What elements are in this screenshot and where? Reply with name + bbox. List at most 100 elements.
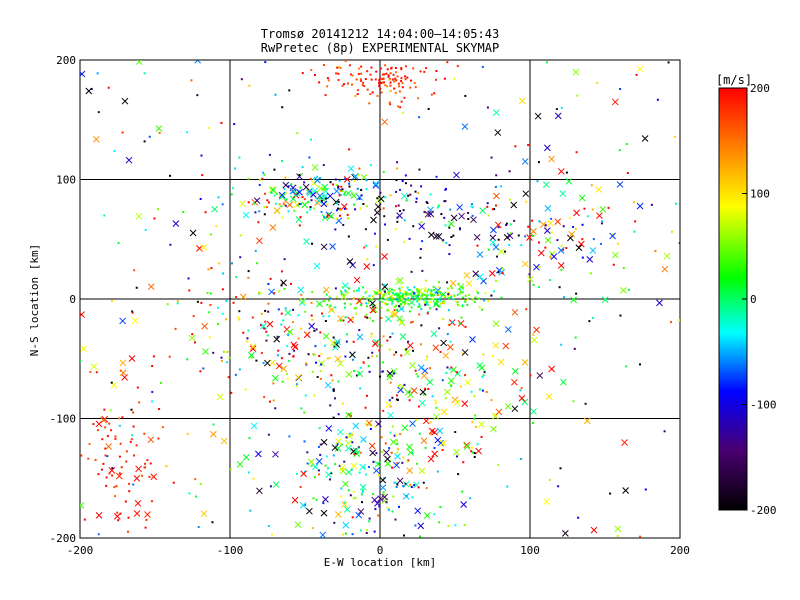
data-point-cross [522, 190, 530, 198]
data-point-dot [438, 286, 441, 289]
data-point-cross [465, 280, 473, 287]
data-point-cross [385, 401, 393, 408]
data-point-dot [334, 228, 337, 231]
data-point-cross [406, 467, 414, 474]
data-point-cross [150, 473, 158, 481]
data-point-dot [337, 380, 340, 383]
data-point-cross [521, 358, 529, 366]
data-point-dot [447, 291, 450, 294]
data-point-dot [360, 72, 363, 75]
data-point-dot [363, 246, 366, 249]
data-point-cross [278, 191, 286, 199]
data-point-dot [375, 355, 378, 358]
data-point-cross [414, 507, 422, 515]
data-point-dot [399, 433, 402, 436]
data-point-dot [429, 307, 432, 310]
data-point-dot [200, 301, 203, 304]
data-point-dot [456, 301, 459, 304]
data-point-dot [439, 299, 442, 302]
data-point-dot [230, 193, 233, 196]
data-point-dot [277, 349, 280, 352]
data-point-dot [532, 284, 535, 287]
chart-subtitle: RwPretec (8p) EXPERIMENTAL SKYMAP [261, 41, 499, 55]
data-point-dot [393, 309, 396, 312]
data-point-dot [463, 523, 466, 526]
data-point-cross [335, 437, 342, 445]
data-point-dot [420, 343, 423, 346]
data-point-dot [270, 192, 273, 195]
data-point-dot [458, 322, 461, 325]
data-point-dot [408, 237, 411, 240]
data-point-dot [433, 513, 436, 516]
data-point-dot [405, 348, 408, 351]
data-point-dot [372, 493, 375, 496]
data-point-dot [364, 315, 367, 318]
data-point-dot [467, 212, 470, 215]
x-axis-label: E-W location [km] [324, 556, 437, 569]
data-point-cross [324, 381, 332, 389]
data-point-dot [470, 450, 473, 453]
data-point-cross [308, 322, 316, 330]
data-point-dot [212, 351, 215, 354]
data-point-dot [418, 313, 421, 316]
data-point-cross [418, 222, 426, 230]
data-point-dot [513, 219, 516, 222]
data-point-dot [501, 272, 504, 275]
colorbar-tick-label: -100 [750, 399, 777, 412]
data-point-dot [149, 462, 152, 465]
data-point-dot [124, 500, 127, 503]
data-point-dot [349, 432, 352, 435]
data-point-dot [270, 533, 273, 536]
data-point-cross [419, 388, 427, 396]
data-point-dot [388, 348, 391, 351]
data-point-cross [542, 181, 550, 188]
data-point-cross [386, 373, 393, 381]
data-point-dot [351, 433, 354, 436]
data-point-cross [314, 176, 321, 184]
data-point-dot [341, 402, 344, 405]
data-point-dot [481, 65, 484, 68]
data-point-dot [407, 288, 410, 291]
data-point-dot [363, 466, 366, 469]
data-point-dot [391, 466, 394, 469]
data-point-dot [329, 297, 332, 300]
data-point-dot [370, 332, 373, 335]
data-point-dot [477, 297, 480, 300]
data-point-dot [400, 321, 403, 324]
data-point-dot [335, 183, 338, 186]
data-point-dot [447, 297, 450, 300]
data-point-cross [409, 420, 416, 427]
data-point-dot [260, 292, 263, 295]
data-point-cross [403, 349, 411, 356]
data-point-dot [336, 442, 339, 445]
data-point-dot [401, 82, 404, 85]
data-point-dot [396, 167, 399, 170]
data-point-cross [590, 526, 598, 534]
data-point-dot [381, 300, 384, 303]
data-point-dot [509, 223, 512, 226]
data-point-dot [436, 292, 439, 295]
data-point-cross [421, 367, 429, 375]
data-point-dot [80, 359, 82, 362]
data-point-dot [266, 334, 269, 337]
data-point-dot [353, 307, 356, 310]
data-point-cross [85, 87, 93, 95]
data-point-dot [402, 297, 405, 300]
x-tick-label: 0 [377, 544, 384, 557]
data-point-cross [345, 444, 352, 452]
data-point-dot [322, 164, 325, 167]
data-point-dot [378, 85, 381, 88]
data-point-dot [433, 446, 436, 449]
data-point-dot [678, 319, 680, 322]
data-point-cross [303, 238, 310, 245]
data-point-dot [358, 287, 361, 290]
data-point-dot [338, 194, 341, 197]
data-point-cross [121, 374, 128, 381]
data-point-dot [446, 333, 449, 336]
data-point-dot [158, 408, 161, 411]
data-point-dot [266, 199, 269, 202]
data-point-dot [497, 271, 500, 274]
data-point-cross [622, 487, 629, 494]
data-point-dot [324, 344, 327, 347]
data-point-dot [268, 153, 271, 156]
